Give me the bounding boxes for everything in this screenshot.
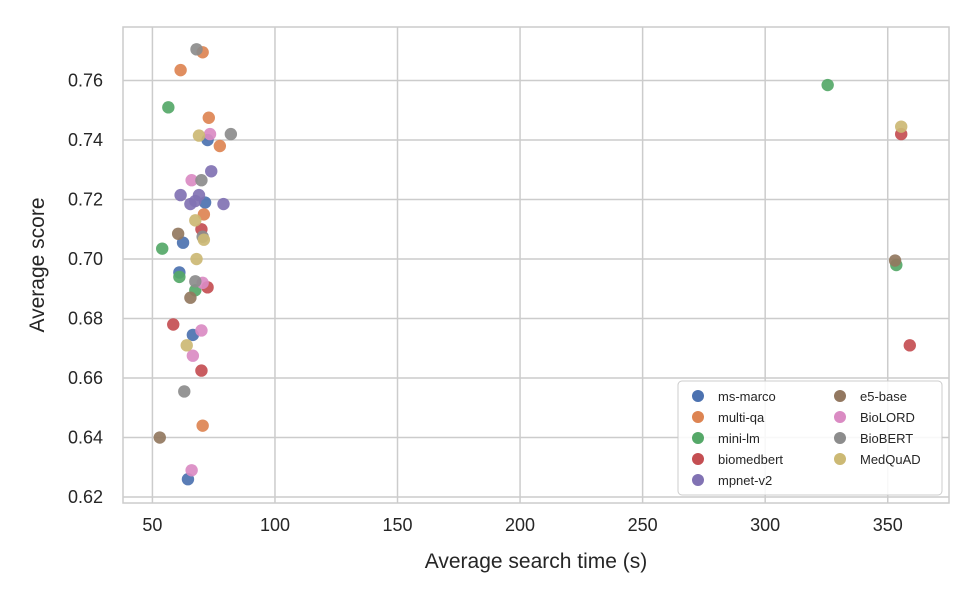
point-biobert — [189, 275, 202, 288]
point-mini-lm — [821, 78, 834, 92]
x-tick-label: 200 — [505, 515, 535, 535]
point-mini-lm — [162, 101, 175, 114]
x-tick-label: 250 — [628, 515, 658, 535]
point-biobert — [224, 127, 238, 141]
y-tick-label: 0.70 — [68, 249, 103, 269]
legend-marker — [834, 453, 846, 465]
legend-marker — [692, 432, 704, 444]
legend-label: mpnet-v2 — [718, 473, 772, 488]
x-tick-label: 350 — [873, 515, 903, 535]
legend-box — [677, 380, 943, 496]
legend-label: biomedbert — [718, 452, 783, 467]
y-tick-label: 0.64 — [68, 428, 103, 448]
legend-label: e5-base — [860, 389, 907, 404]
point-medquad — [197, 233, 211, 246]
point-biolord — [185, 174, 198, 187]
y-tick-label: 0.68 — [68, 309, 103, 329]
point-mini-lm — [156, 242, 169, 255]
point-e5-base — [888, 254, 902, 267]
legend-marker — [692, 411, 704, 423]
point-multi-qa — [213, 139, 227, 153]
legend-marker — [834, 390, 846, 402]
point-multi-qa — [202, 111, 215, 124]
point-biobert — [190, 43, 203, 56]
point-medquad — [192, 129, 206, 142]
point-biomedbert — [167, 318, 180, 331]
x-tick-label: 100 — [260, 515, 290, 535]
point-biolord — [185, 464, 198, 477]
grid — [123, 27, 949, 503]
point-biolord — [195, 324, 208, 337]
y-tick-label: 0.62 — [68, 487, 103, 507]
legend-marker — [834, 411, 846, 423]
legend-marker — [692, 453, 704, 465]
point-multi-qa — [196, 419, 209, 432]
point-e5-base — [171, 227, 185, 240]
point-biobert — [195, 174, 208, 187]
data-points — [153, 43, 916, 486]
x-tick-labels: 50 100 150 200 250 300 350 — [142, 515, 902, 535]
point-biolord — [186, 349, 200, 362]
point-biolord — [203, 127, 217, 141]
legend-label: ms-marco — [718, 389, 776, 404]
point-mpnet-v2 — [217, 197, 230, 211]
point-biobert — [178, 385, 191, 398]
y-tick-label: 0.76 — [68, 71, 103, 91]
x-tick-label: 150 — [382, 515, 412, 535]
x-axis-title: Average search time (s) — [425, 550, 648, 573]
point-medquad — [190, 252, 203, 266]
point-medquad — [895, 120, 908, 133]
y-tick-label: 0.66 — [68, 368, 103, 388]
point-biomedbert — [195, 364, 208, 377]
y-tick-label: 0.74 — [68, 130, 103, 150]
y-tick-label: 0.72 — [68, 190, 103, 210]
legend-marker — [692, 474, 704, 486]
y-axis-title: Average score — [26, 197, 49, 332]
plot-frame — [122, 26, 950, 504]
y-tick-labels: 0.62 0.64 0.66 0.68 0.70 0.72 0.74 0.76 — [68, 71, 103, 507]
point-mini-lm — [173, 270, 186, 284]
x-tick-label: 300 — [750, 515, 780, 535]
legend-label: mini-lm — [718, 431, 760, 446]
point-mpnet-v2 — [189, 194, 202, 208]
legend-label: BioLORD — [860, 410, 915, 425]
legend: ms-marco multi-qa mini-lm biomedbert mpnet-v… — [677, 380, 943, 496]
x-tick-label: 50 — [142, 515, 162, 535]
point-mpnet-v2 — [205, 165, 218, 178]
point-multi-qa — [174, 63, 187, 77]
point-mpnet-v2 — [174, 188, 187, 202]
legend-label: MedQuAD — [860, 452, 921, 467]
legend-label: BioBERT — [860, 431, 913, 446]
point-medquad — [189, 214, 202, 227]
point-biomedbert — [903, 339, 916, 352]
point-e5-base — [153, 431, 166, 444]
point-e5-base — [184, 291, 197, 304]
legend-label: multi-qa — [718, 410, 765, 425]
legend-marker — [692, 390, 704, 402]
point-medquad — [180, 339, 193, 352]
legend-marker — [834, 432, 846, 444]
